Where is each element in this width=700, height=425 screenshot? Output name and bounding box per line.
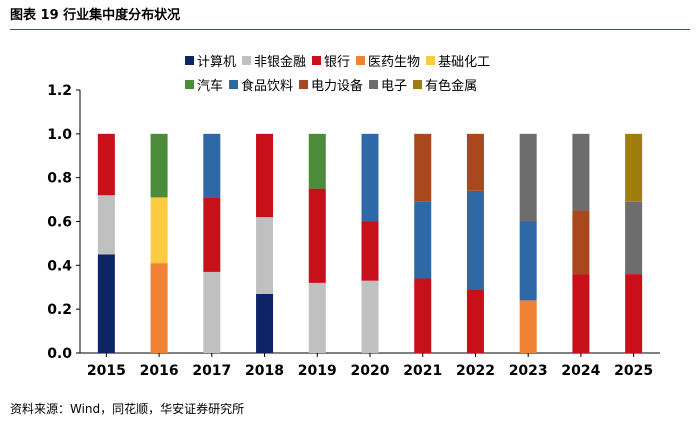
bar-segment bbox=[625, 274, 643, 353]
x-tick-label: 2021 bbox=[403, 363, 442, 379]
y-tick-label: 1.0 bbox=[47, 127, 72, 143]
bar-segment bbox=[203, 197, 221, 272]
bar-segment bbox=[519, 133, 537, 222]
legend-item: 汽车 bbox=[185, 75, 223, 94]
legend-label: 食品饮料 bbox=[241, 78, 294, 94]
y-tick-label: 0.4 bbox=[47, 258, 72, 274]
y-tick-label: 1.2 bbox=[47, 83, 72, 99]
bar-segment bbox=[97, 254, 115, 353]
bar-segment bbox=[572, 274, 590, 353]
bar-segment bbox=[203, 133, 221, 198]
legend-label: 基础化工 bbox=[438, 54, 491, 70]
legend-swatch bbox=[369, 79, 379, 89]
bar-segment bbox=[256, 217, 274, 294]
bar-segment bbox=[150, 263, 168, 353]
legend-label: 电子 bbox=[381, 78, 408, 94]
y-tick-label: 0.6 bbox=[47, 215, 72, 231]
bar-segment bbox=[97, 133, 115, 196]
bar-segment bbox=[361, 280, 379, 353]
legend-swatch bbox=[185, 79, 194, 89]
legend-item: 医药生物 bbox=[356, 51, 420, 70]
legend-label: 有色金属 bbox=[425, 78, 478, 94]
legend-item: 食品饮料 bbox=[229, 75, 293, 94]
legend-swatch bbox=[229, 79, 239, 89]
legend-swatch bbox=[413, 79, 423, 89]
bar-segment bbox=[466, 133, 484, 191]
bar-segment bbox=[97, 195, 115, 255]
bar-segment bbox=[519, 221, 537, 301]
x-tick-label: 2018 bbox=[245, 363, 284, 379]
x-tick-label: 2025 bbox=[614, 363, 653, 379]
bar-segment bbox=[150, 133, 168, 198]
legend-label: 银行 bbox=[324, 54, 351, 70]
legend-item: 非银金融 bbox=[242, 51, 306, 70]
bar-segment bbox=[256, 133, 274, 218]
x-tick-label: 2019 bbox=[298, 363, 337, 379]
legend-swatch bbox=[356, 55, 366, 65]
legend-swatch bbox=[312, 55, 322, 65]
bar-segment bbox=[361, 221, 379, 281]
legend-item: 电力设备 bbox=[299, 75, 363, 94]
bar-segment bbox=[308, 282, 326, 353]
legend-item: 有色金属 bbox=[413, 75, 477, 94]
x-tick-label: 2023 bbox=[509, 363, 548, 379]
legend-item: 电子 bbox=[369, 75, 407, 94]
legend-label: 汽车 bbox=[197, 78, 224, 94]
legend-item: 银行 bbox=[312, 51, 350, 70]
legend-item: 计算机 bbox=[185, 51, 236, 70]
stacked-bar-chart: 0.0 0.2 0.4 0.6 0.8 1.0 1.2 2015 2016 2017 2018 201… bbox=[47, 83, 660, 379]
legend-swatch bbox=[426, 55, 436, 65]
legend-row: 汽车 食品饮料 电力设备 电子 有色金属 bbox=[185, 72, 605, 96]
x-tick-label: 2020 bbox=[351, 363, 390, 379]
legend-item: 基础化工 bbox=[426, 51, 490, 70]
bar-segment bbox=[572, 210, 590, 275]
chart-legend: 计算机 非银金融 银行 医药生物 基础化工 汽车 食品饮料 电力设备 电子 有色金属 bbox=[185, 48, 605, 96]
y-tick-label: 0.2 bbox=[47, 302, 72, 318]
legend-label: 计算机 bbox=[197, 54, 237, 70]
legend-label: 医药生物 bbox=[368, 54, 421, 70]
bar-segment bbox=[308, 188, 326, 283]
bar-segment bbox=[256, 293, 274, 353]
x-tick-label: 2022 bbox=[456, 363, 495, 379]
legend-swatch bbox=[299, 79, 309, 89]
bar-segment bbox=[466, 190, 484, 290]
source-note: 资料来源：Wind，同花顺，华安证券研究所 bbox=[10, 402, 245, 416]
x-tick-label: 2016 bbox=[140, 363, 179, 379]
chart-title: 图表 19 行业集中度分布状况 bbox=[10, 5, 690, 30]
bar-segment bbox=[466, 289, 484, 353]
x-tick-label: 2017 bbox=[192, 363, 231, 379]
y-tick-label: 0.8 bbox=[47, 171, 72, 187]
legend-swatch bbox=[185, 55, 194, 65]
bar-segment bbox=[414, 201, 432, 279]
bar-segment bbox=[625, 201, 643, 275]
bar-segment bbox=[414, 133, 432, 202]
y-tick-label: 0.0 bbox=[47, 346, 72, 362]
bar-segment bbox=[519, 300, 537, 353]
x-tick-label: 2024 bbox=[561, 363, 600, 379]
bar-segment bbox=[572, 133, 590, 211]
bar-segment bbox=[203, 271, 221, 353]
legend-label: 电力设备 bbox=[311, 78, 364, 94]
x-tick-label: 2015 bbox=[87, 363, 126, 379]
bar-segment bbox=[150, 197, 168, 264]
bar-segment bbox=[625, 133, 643, 202]
legend-swatch bbox=[242, 55, 252, 65]
bar-segment bbox=[361, 133, 379, 222]
bar-segment bbox=[308, 133, 326, 189]
legend-label: 非银金融 bbox=[254, 54, 307, 70]
bar-segment bbox=[414, 278, 432, 353]
legend-row: 计算机 非银金融 银行 医药生物 基础化工 bbox=[185, 48, 605, 72]
